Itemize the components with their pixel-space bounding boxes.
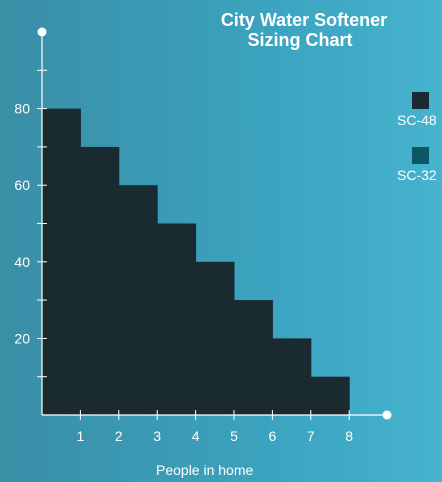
series-sc-48-bars: [42, 108, 350, 415]
bar-sc-48-6: [234, 300, 273, 415]
x-axis-label: People in home: [156, 462, 254, 478]
x-tick-label: 7: [307, 428, 315, 444]
x-tick-label: 1: [77, 428, 85, 444]
x-tick-label: 6: [269, 428, 277, 444]
legend-label-sc-32: SC-32: [397, 167, 437, 183]
legend-swatch-sc-48: [412, 92, 429, 109]
y-tick-label: 60: [14, 177, 30, 193]
x-tick-label: 5: [230, 428, 238, 444]
x-axis-ticks: 1 2 3 4 5 6 7 8: [77, 410, 353, 444]
x-axis-end-dot: [382, 410, 392, 420]
y-tick-label: 20: [14, 330, 30, 346]
bar-sc-48-4: [157, 223, 197, 415]
x-tick-label: 2: [115, 428, 123, 444]
chart-title-line-1: City Water Softener: [220, 10, 388, 30]
bar-sc-48-8: [310, 376, 350, 415]
x-tick-label: 4: [192, 428, 200, 444]
bar-sc-48-2: [80, 146, 120, 415]
x-tick-label: 8: [345, 428, 353, 444]
bar-sc-48-5: [195, 261, 235, 415]
y-tick-label: 40: [14, 254, 30, 270]
chart-title-line-2: Sizing Chart: [247, 30, 353, 50]
legend-swatch-sc-32: [412, 147, 429, 164]
y-tick-label: 80: [14, 101, 30, 117]
bar-sc-48-7: [272, 338, 312, 415]
x-tick-label: 3: [153, 428, 161, 444]
bar-sc-48-3: [118, 185, 158, 415]
y-axis-ticks: 20 40 60 80: [14, 69, 47, 378]
bar-sc-48-1: [42, 108, 81, 415]
legend-label-sc-48: SC-48: [397, 112, 437, 128]
y-axis-end-dot: [37, 27, 47, 37]
